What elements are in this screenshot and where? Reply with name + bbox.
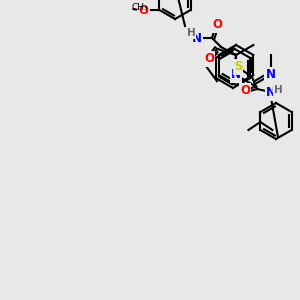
Text: N: N <box>192 32 202 44</box>
Text: H: H <box>187 28 195 38</box>
Text: N: N <box>231 68 241 82</box>
Text: O: O <box>240 85 250 98</box>
Text: H: H <box>274 85 282 95</box>
Text: S: S <box>234 61 242 74</box>
Text: O: O <box>204 52 214 65</box>
Text: CH₃: CH₃ <box>131 2 148 11</box>
Text: N: N <box>266 86 276 100</box>
Text: O: O <box>138 4 148 16</box>
Text: N: N <box>266 68 276 82</box>
Text: O: O <box>212 19 222 32</box>
